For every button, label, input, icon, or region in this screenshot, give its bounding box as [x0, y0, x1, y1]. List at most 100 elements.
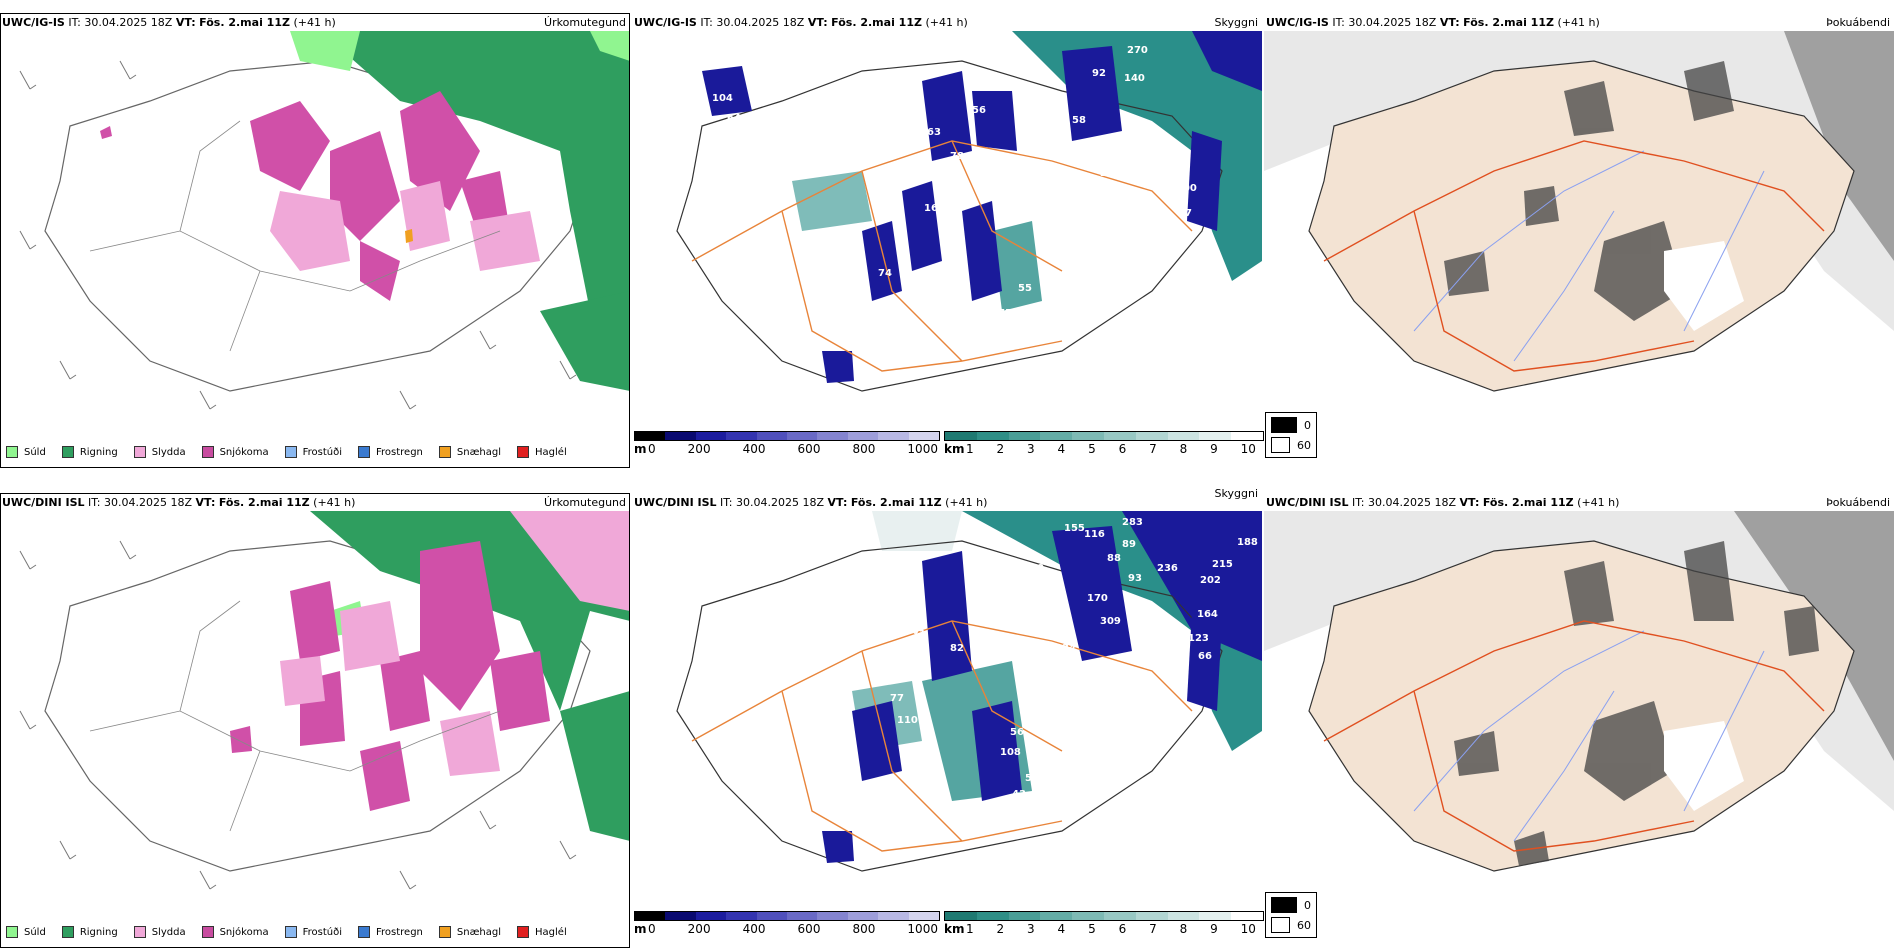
cloud-panel-1: UWC/IG-IS IT: 30.04.2025 18Z VT: Fös. 2.… — [632, 13, 1264, 468]
roads — [691, 620, 1193, 852]
precip-light-pink — [280, 601, 500, 776]
svg-text:92: 92 — [1092, 68, 1106, 79]
cloud-base-numbers: 283 155 116 188 89 88 236 215 202 60 95 … — [890, 517, 1258, 884]
legend-item-rigning: Rigning — [61, 446, 118, 458]
svg-text:41: 41 — [1044, 181, 1058, 192]
svg-text:123: 123 — [1188, 633, 1209, 644]
svg-text:85: 85 — [1132, 173, 1146, 184]
roads — [691, 140, 1193, 372]
fog-legend-2: 0 60 — [1265, 892, 1317, 938]
legend-item-slydda: Slydda — [133, 446, 186, 458]
visibility-ticks: 1 2 3 4 5 6 7 8 9 10 — [966, 442, 1256, 456]
cloud-base-scale: m 0 200 400 600 800 1000 — [634, 911, 940, 945]
legend-item-frostudi: Frostúði — [284, 446, 342, 458]
svg-text:56: 56 — [972, 105, 986, 116]
panel-title: UWC/IG-IS IT: 30.04.2025 18Z VT: Fös. 2.… — [2, 16, 336, 29]
svg-text:283: 283 — [1122, 517, 1143, 528]
svg-text:100: 100 — [1050, 621, 1071, 632]
legend-item-frostregn: Frostregn — [358, 926, 423, 938]
fog-panel-2: UWC/DINI ISL IT: 30.04.2025 18Z VT: Fös.… — [1264, 493, 1894, 948]
visibility-white-patch — [872, 511, 962, 551]
visibility-teal — [792, 31, 1262, 311]
roads — [89, 120, 501, 352]
legend-item-snaehagl: Snæhagl — [438, 446, 501, 458]
roads — [89, 600, 501, 832]
precip-green — [320, 31, 630, 391]
svg-text:77: 77 — [890, 693, 904, 704]
svg-text:95: 95 — [1037, 581, 1051, 592]
fog-dark — [1444, 61, 1734, 321]
cloud-base-scale: m 0 200 400 600 800 1000 — [634, 431, 940, 465]
panel-title: UWC/DINI ISL IT: 30.04.2025 18Z VT: Fös.… — [1266, 496, 1620, 509]
svg-text:75: 75 — [998, 308, 1012, 319]
svg-text:184: 184 — [1112, 293, 1133, 304]
cloud-map: 270 140 92 104 64 56 63 57 58 122 78 72 … — [632, 31, 1262, 441]
fog-legend-1: 0 60 — [1265, 412, 1317, 458]
visibility-colorbar — [944, 911, 1264, 921]
cloud-panel-2: UWC/DINI ISL IT: 30.04.2025 18Z VT: Fös.… — [632, 487, 1264, 948]
svg-text:44: 44 — [924, 871, 938, 882]
cloud-base-colorbar — [634, 911, 940, 921]
cloud-navy-ocean — [1122, 511, 1262, 661]
precip-panel-2: UWC/DINI ISL IT: 30.04.2025 18Z VT: Fös.… — [0, 493, 630, 948]
fog-legend-item-0: 0 — [1271, 897, 1311, 913]
visibility-scale: km 1 2 3 4 5 6 7 8 9 10 — [944, 911, 1264, 945]
svg-text:155: 155 — [1064, 523, 1085, 534]
cloud-base-colorbar — [634, 431, 940, 441]
wind-barbs — [19, 540, 577, 890]
precip-pink — [230, 541, 550, 811]
svg-text:202: 202 — [1200, 575, 1221, 586]
svg-text:164: 164 — [1197, 609, 1218, 620]
svg-text:236: 236 — [1157, 563, 1178, 574]
svg-text:31: 31 — [912, 629, 926, 640]
svg-text:270: 270 — [1127, 45, 1148, 56]
svg-text:85: 85 — [1048, 663, 1062, 674]
precip-light-pink-ocean — [510, 511, 630, 611]
precip-type-label: Úrkomutegund — [544, 16, 626, 29]
precip-light-pink — [270, 181, 540, 271]
precip-light-green — [290, 31, 630, 71]
svg-text:140: 140 — [1124, 73, 1145, 84]
svg-text:37: 37 — [1178, 208, 1192, 219]
precip-legend: Súld Rigning Slydda Snjókoma Frostúði Fr… — [0, 923, 630, 941]
legend-item-sudl: Súld — [6, 926, 46, 938]
svg-text:170: 170 — [1087, 593, 1108, 604]
svg-text:63: 63 — [1050, 285, 1064, 296]
legend-item-sudl: Súld — [6, 446, 46, 458]
svg-text:309: 309 — [1100, 616, 1121, 627]
svg-text:100: 100 — [1176, 183, 1197, 194]
svg-text:34: 34 — [1062, 643, 1076, 654]
fog-index-label: Þokuábendi — [1826, 496, 1890, 509]
svg-text:64: 64 — [902, 401, 916, 412]
svg-text:75: 75 — [978, 589, 992, 600]
panel-frame — [0, 13, 630, 468]
panel-title: UWC/DINI ISL IT: 30.04.2025 18Z VT: Fös.… — [634, 496, 988, 509]
rivers — [1413, 630, 1765, 842]
visibility-unit: km — [944, 442, 965, 456]
fog-index-label: Þokuábendi — [1826, 16, 1890, 29]
svg-text:56: 56 — [1010, 727, 1024, 738]
iceland-outline — [676, 60, 1223, 392]
svg-text:57: 57 — [1022, 111, 1036, 122]
legend-item-slydda: Slydda — [133, 926, 186, 938]
svg-text:116: 116 — [1084, 529, 1105, 540]
svg-text:88: 88 — [1107, 553, 1121, 564]
svg-text:64: 64 — [727, 113, 741, 124]
svg-text:82: 82 — [950, 643, 964, 654]
svg-text:60: 60 — [1030, 563, 1044, 574]
svg-text:108: 108 — [1000, 747, 1021, 758]
panel-title: UWC/IG-IS IT: 30.04.2025 18Z VT: Fös. 2.… — [634, 16, 968, 29]
legend-item-snaehagl: Snæhagl — [438, 926, 501, 938]
rivers — [1413, 150, 1765, 362]
svg-text:93: 93 — [1044, 131, 1058, 142]
svg-text:188: 188 — [1237, 537, 1258, 548]
visibility-label: Skyggni — [1214, 487, 1258, 500]
svg-text:58: 58 — [1072, 115, 1086, 126]
legend-item-frostregn: Frostregn — [358, 446, 423, 458]
svg-text:53: 53 — [1025, 773, 1039, 784]
precip-pink — [100, 91, 510, 301]
svg-text:55: 55 — [1018, 283, 1032, 294]
svg-text:149: 149 — [1114, 729, 1135, 740]
visibility-unit: km — [944, 922, 965, 936]
fog-map — [1264, 511, 1894, 921]
